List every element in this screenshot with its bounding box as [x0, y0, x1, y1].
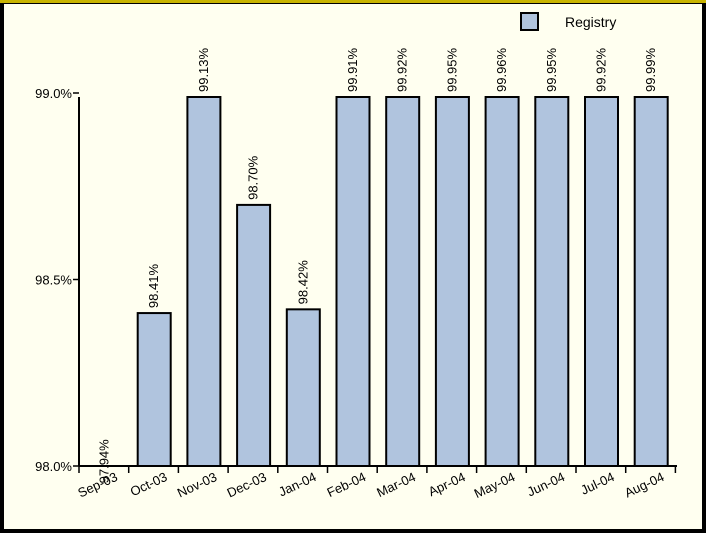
value-label: 99.99% [643, 47, 658, 92]
value-label: 99.91% [345, 47, 360, 92]
bar-jan-04 [285, 308, 321, 467]
bar-aug-04 [633, 96, 669, 467]
x-tick-label: Jun-04 [525, 469, 567, 499]
axes [73, 92, 677, 473]
x-tick-label: Jan-04 [276, 469, 318, 499]
value-label: 98.42% [295, 260, 310, 305]
y-tick-labels: 98.0%98.5%99.0%99.5% [35, 86, 72, 474]
y-tick-label: 99.0% [35, 86, 72, 101]
value-label: 99.92% [594, 47, 609, 92]
bar-chart: 97.94% 98.41% 99.13% 98.70% 98.42% 99.91% 99.9… [35, 12, 677, 501]
x-tick-label: Apr-04 [426, 469, 468, 499]
plot-panel: 97.94% 98.41% 99.13% 98.70% 98.42% 99.91% 99.9… [4, 4, 702, 529]
y-tick-label: 98.5% [35, 273, 72, 288]
x-tick-label: Nov-03 [175, 469, 219, 500]
value-label: 98.41% [146, 264, 161, 309]
value-label: 97.94% [97, 439, 112, 484]
bar-apr-04 [434, 96, 470, 467]
value-labels: 97.94% 98.41% 99.13% 98.70% 98.42% 99.91% 99.9… [97, 47, 659, 483]
value-label: 98.70% [246, 155, 261, 200]
bar-feb-04 [335, 96, 371, 467]
x-tick-label: Oct-03 [128, 469, 170, 499]
x-tick-labels: Sep-03 Oct-03 Nov-03 Dec-03 Jan-04 Feb-04 Mar-… [75, 469, 666, 501]
bar-oct-03 [136, 312, 172, 467]
value-label: 99.13% [196, 47, 211, 92]
bar-may-04 [484, 96, 520, 467]
value-label: 99.96% [494, 47, 509, 92]
legend-label-registry: Registry [565, 14, 616, 30]
x-tick-label: May-04 [472, 469, 518, 501]
x-tick-label: Aug-04 [622, 469, 666, 500]
bar-dec-03 [236, 203, 272, 467]
bar-jul-04 [584, 96, 619, 467]
bar-mar-04 [385, 96, 421, 467]
legend-swatch-registry [520, 12, 539, 31]
bars [136, 96, 669, 467]
x-tick-label: Dec-03 [225, 469, 269, 500]
value-label: 99.92% [395, 47, 410, 92]
top-accent-stripe [0, 0, 706, 3]
value-label: 99.95% [544, 47, 559, 92]
y-tick-label: 98.0% [35, 459, 72, 474]
x-tick-label: Feb-04 [325, 469, 369, 500]
x-tick-label: Mar-04 [374, 469, 418, 500]
value-label: 99.95% [444, 47, 459, 92]
x-tick-label: Jul-04 [578, 469, 616, 498]
bar-nov-03 [186, 96, 222, 467]
legend: Registry [520, 12, 616, 31]
bar-jun-04 [534, 96, 570, 467]
